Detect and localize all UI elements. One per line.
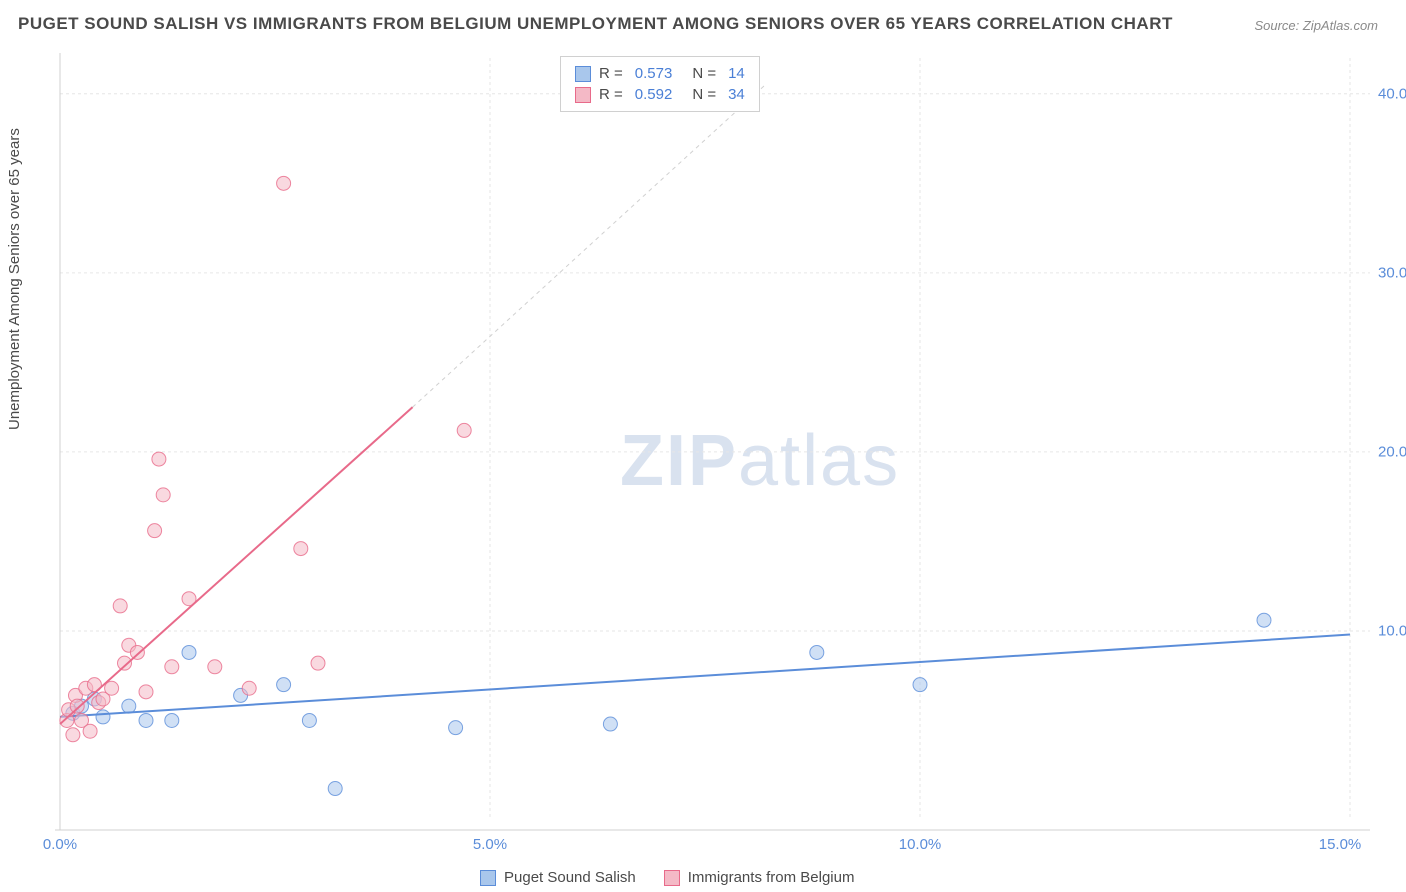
scatter-chart xyxy=(50,50,1380,840)
y-tick-label: 10.0% xyxy=(1378,622,1406,639)
legend-row-series-1: R = 0.573 N = 14 xyxy=(575,63,745,84)
y-tick-label: 20.0% xyxy=(1378,443,1406,460)
source-label: Source: ZipAtlas.com xyxy=(1254,18,1378,33)
y-tick-label: 30.0% xyxy=(1378,264,1406,281)
swatch-pink xyxy=(575,87,591,103)
swatch-blue xyxy=(575,66,591,82)
x-tick-label: 15.0% xyxy=(1319,836,1362,853)
series-legend: Puget Sound Salish Immigrants from Belgi… xyxy=(480,869,854,886)
y-tick-label: 40.0% xyxy=(1378,85,1406,102)
legend-item-2: Immigrants from Belgium xyxy=(664,869,855,886)
chart-title: PUGET SOUND SALISH VS IMMIGRANTS FROM BE… xyxy=(18,14,1173,34)
correlation-legend: R = 0.573 N = 14 R = 0.592 N = 34 xyxy=(560,56,760,112)
swatch-blue xyxy=(480,870,496,886)
legend-item-1: Puget Sound Salish xyxy=(480,869,636,886)
swatch-pink xyxy=(664,870,680,886)
x-tick-label: 10.0% xyxy=(899,836,942,853)
legend-row-series-2: R = 0.592 N = 34 xyxy=(575,84,745,105)
x-tick-label: 5.0% xyxy=(473,836,507,853)
x-tick-label: 0.0% xyxy=(43,836,77,853)
y-axis-label: Unemployment Among Seniors over 65 years xyxy=(6,128,23,430)
